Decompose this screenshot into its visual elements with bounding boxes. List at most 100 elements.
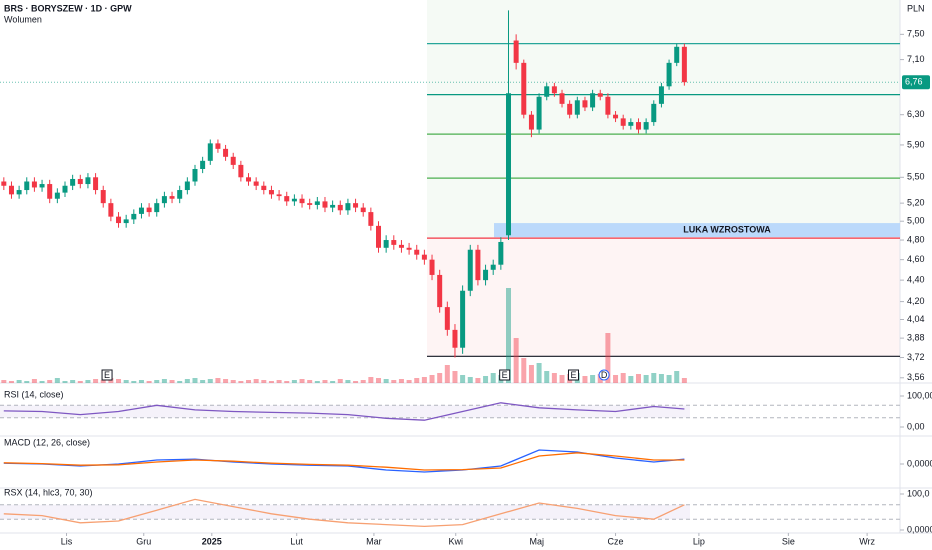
candle-body: [207, 143, 213, 161]
candle-body: [406, 247, 412, 250]
volume-bar: [238, 381, 244, 383]
indicator-band: [0, 405, 690, 418]
volume-bar: [674, 371, 680, 383]
candle-body: [8, 185, 14, 195]
candle-body: [70, 178, 76, 186]
candle-body: [299, 198, 305, 204]
candle-body: [559, 93, 565, 104]
volume-bar: [651, 373, 657, 383]
candle-body: [345, 203, 351, 211]
candle-body: [536, 96, 542, 130]
volume-bar: [528, 365, 534, 383]
last-price-tag: [902, 75, 930, 90]
candle-body: [276, 194, 282, 197]
candle-body: [658, 86, 664, 104]
candle-body: [31, 181, 37, 188]
x-tick-label: Cze: [608, 536, 624, 546]
event-label: E: [502, 370, 508, 380]
candle-body: [330, 204, 336, 208]
volume-bar: [291, 380, 297, 383]
volume-bar: [223, 379, 229, 383]
candle-body: [452, 329, 458, 348]
candle-body: [391, 240, 397, 245]
candle-body: [47, 184, 53, 199]
candle-body: [93, 177, 99, 191]
volume-bar: [62, 381, 68, 383]
candle-body: [123, 219, 129, 224]
candle-body: [681, 46, 687, 83]
candle-body: [314, 201, 320, 205]
candle-body: [437, 274, 443, 308]
volume-bar: [47, 380, 53, 383]
candle-body: [414, 249, 420, 255]
candle-body: [574, 100, 580, 115]
volume-bar: [643, 375, 649, 383]
y-tick-label: 3,88: [907, 332, 925, 342]
volume-bar: [314, 381, 320, 383]
y-tick-label: 100,0: [907, 488, 930, 498]
indicator-line: [3, 498, 685, 528]
y-tick-label: 0,0000: [907, 524, 932, 534]
candle-body: [528, 114, 534, 130]
volume-bar: [200, 380, 206, 383]
volume-bar: [406, 380, 412, 383]
candle-body: [483, 269, 489, 281]
candle-body: [284, 196, 290, 202]
candle-body: [376, 225, 382, 248]
volume-bar: [551, 373, 557, 383]
candle-body: [383, 240, 389, 248]
volume-bar: [582, 376, 588, 383]
y-tick-label: 100,00: [907, 390, 932, 400]
candle-body: [154, 203, 160, 213]
candle-body: [337, 204, 343, 211]
zone-label: LUKA WZROSTOWA: [683, 224, 771, 234]
candle-body: [192, 168, 198, 182]
event-marker: [598, 369, 610, 381]
candle-body: [24, 181, 30, 191]
volume-bar: [123, 380, 129, 383]
indicator-band: [0, 504, 690, 520]
volume-bar: [620, 373, 626, 383]
candle-body: [498, 241, 504, 265]
volume-bar: [161, 379, 167, 383]
volume-bar: [658, 374, 664, 383]
volume-bar: [24, 381, 30, 383]
volume-bar: [322, 380, 328, 383]
y-tick-label: 4,60: [907, 254, 925, 264]
indicator-line: [3, 452, 685, 471]
y-tick-label: 4,80: [907, 234, 925, 244]
volume-bar: [559, 375, 565, 383]
event-marker: [101, 369, 113, 381]
candle-body: [200, 160, 206, 169]
x-tick-label: Mar: [366, 536, 382, 546]
x-tick-label: Maj: [530, 536, 545, 546]
volume-bar: [666, 375, 672, 383]
volume-bar: [376, 378, 382, 383]
volume-bar: [268, 381, 274, 383]
volume-bar: [131, 381, 137, 383]
candle-body: [467, 249, 473, 291]
candle-body: [643, 122, 649, 130]
candle-body: [246, 177, 252, 182]
candle-body: [429, 259, 435, 275]
candle-body: [230, 156, 236, 165]
candle-body: [322, 201, 328, 208]
event-marker: [567, 369, 579, 381]
indicator-line: [3, 449, 685, 473]
x-tick-label: Lis: [61, 536, 73, 546]
y-tick-label: 5,00: [907, 216, 925, 226]
candle-body: [521, 62, 527, 115]
volume-bar: [483, 376, 489, 383]
volume-bar: [261, 380, 267, 383]
x-tick-label: Lip: [693, 536, 705, 546]
volume-bar: [628, 376, 634, 383]
candle-body: [513, 40, 519, 63]
event-label: D: [601, 370, 608, 380]
volume-bar: [353, 381, 359, 383]
candle-body: [39, 184, 45, 188]
candle-body: [544, 86, 550, 97]
volume-bar: [169, 380, 175, 383]
volume-bar: [605, 333, 611, 383]
candle-body: [177, 190, 183, 199]
candle-body: [62, 185, 68, 193]
